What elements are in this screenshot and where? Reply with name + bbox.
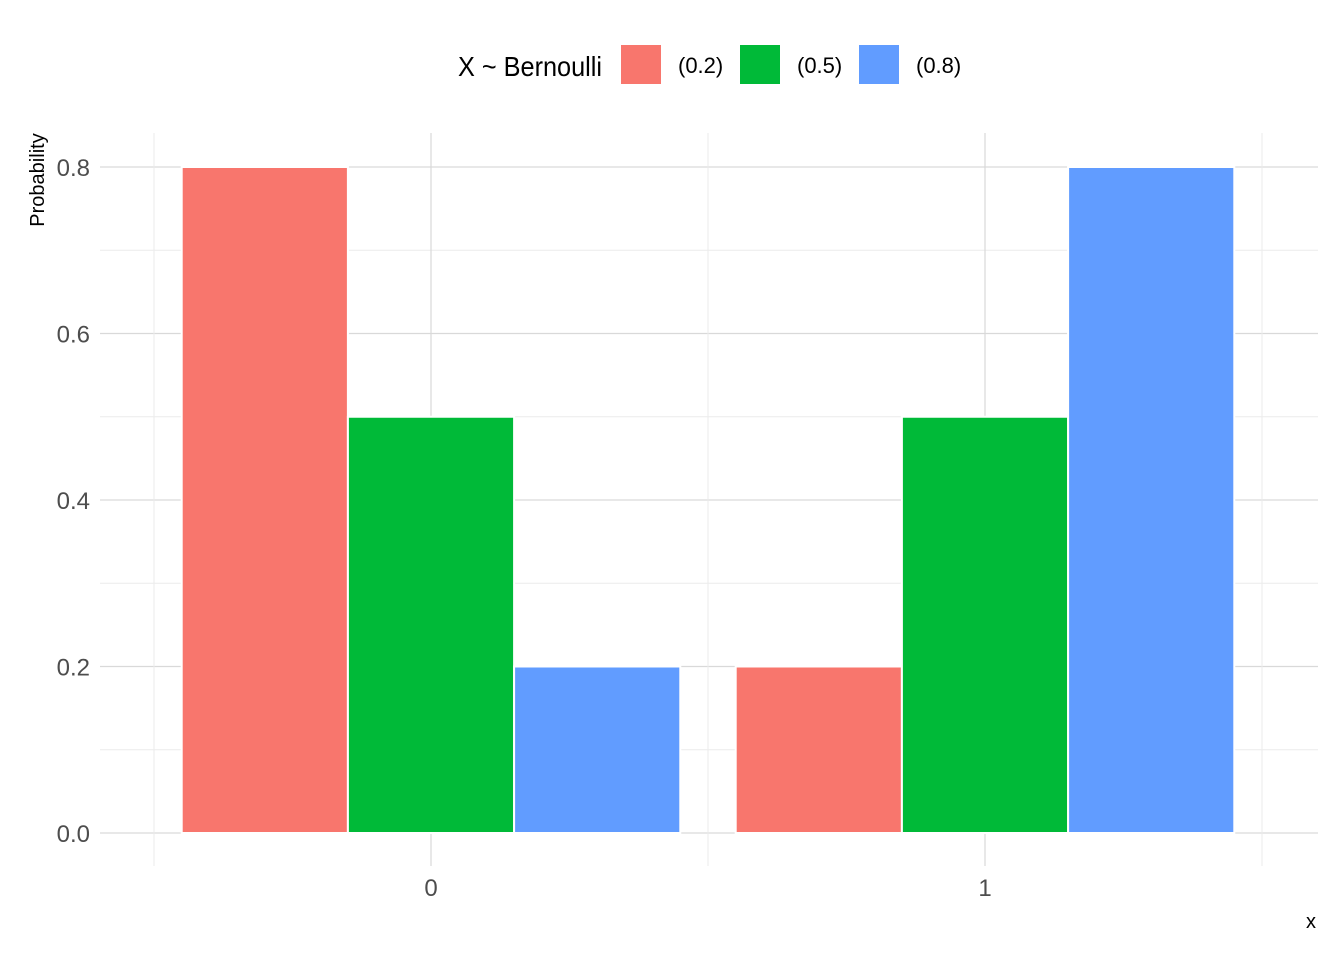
legend-key	[740, 45, 780, 84]
legend-key	[621, 45, 661, 84]
bar-0-0.8	[513, 665, 682, 834]
x-tick-label: 1	[978, 875, 991, 902]
y-tick-label: 0.8	[57, 155, 90, 182]
y-axis-title: Probability	[27, 133, 49, 226]
y-tick-label: 0.6	[57, 322, 90, 349]
bar-1-0.2	[734, 665, 903, 834]
bar-0-0.5	[346, 415, 516, 834]
bar-0-0.2	[180, 166, 349, 834]
y-tick-labels: 0.0 0.2 0.4 0.6 0.8	[57, 155, 90, 848]
legend-item: (0.2)	[621, 45, 723, 84]
x-axis-title: x	[1306, 911, 1316, 933]
legend-key	[859, 45, 899, 84]
legend-title: X ~ Bernoulli	[458, 51, 602, 82]
legend-items: (0.2) (0.5) (0.8)	[621, 45, 961, 84]
legend-item: (0.8)	[859, 45, 961, 84]
y-tick-label: 0.0	[57, 821, 90, 848]
bar-1-0.5	[900, 415, 1070, 834]
legend-label: (0.2)	[678, 53, 723, 78]
legend-label: (0.5)	[797, 53, 842, 78]
y-tick-label: 0.2	[57, 655, 90, 682]
y-tick-label: 0.4	[57, 488, 90, 515]
bars	[180, 166, 1236, 834]
x-tick-label: 0	[424, 875, 437, 902]
bar-1-0.8	[1067, 166, 1236, 834]
legend-item: (0.5)	[740, 45, 842, 84]
legend-label: (0.8)	[916, 53, 961, 78]
legend: X ~ Bernoulli (0.2) (0.5) (0.8)	[458, 45, 961, 84]
